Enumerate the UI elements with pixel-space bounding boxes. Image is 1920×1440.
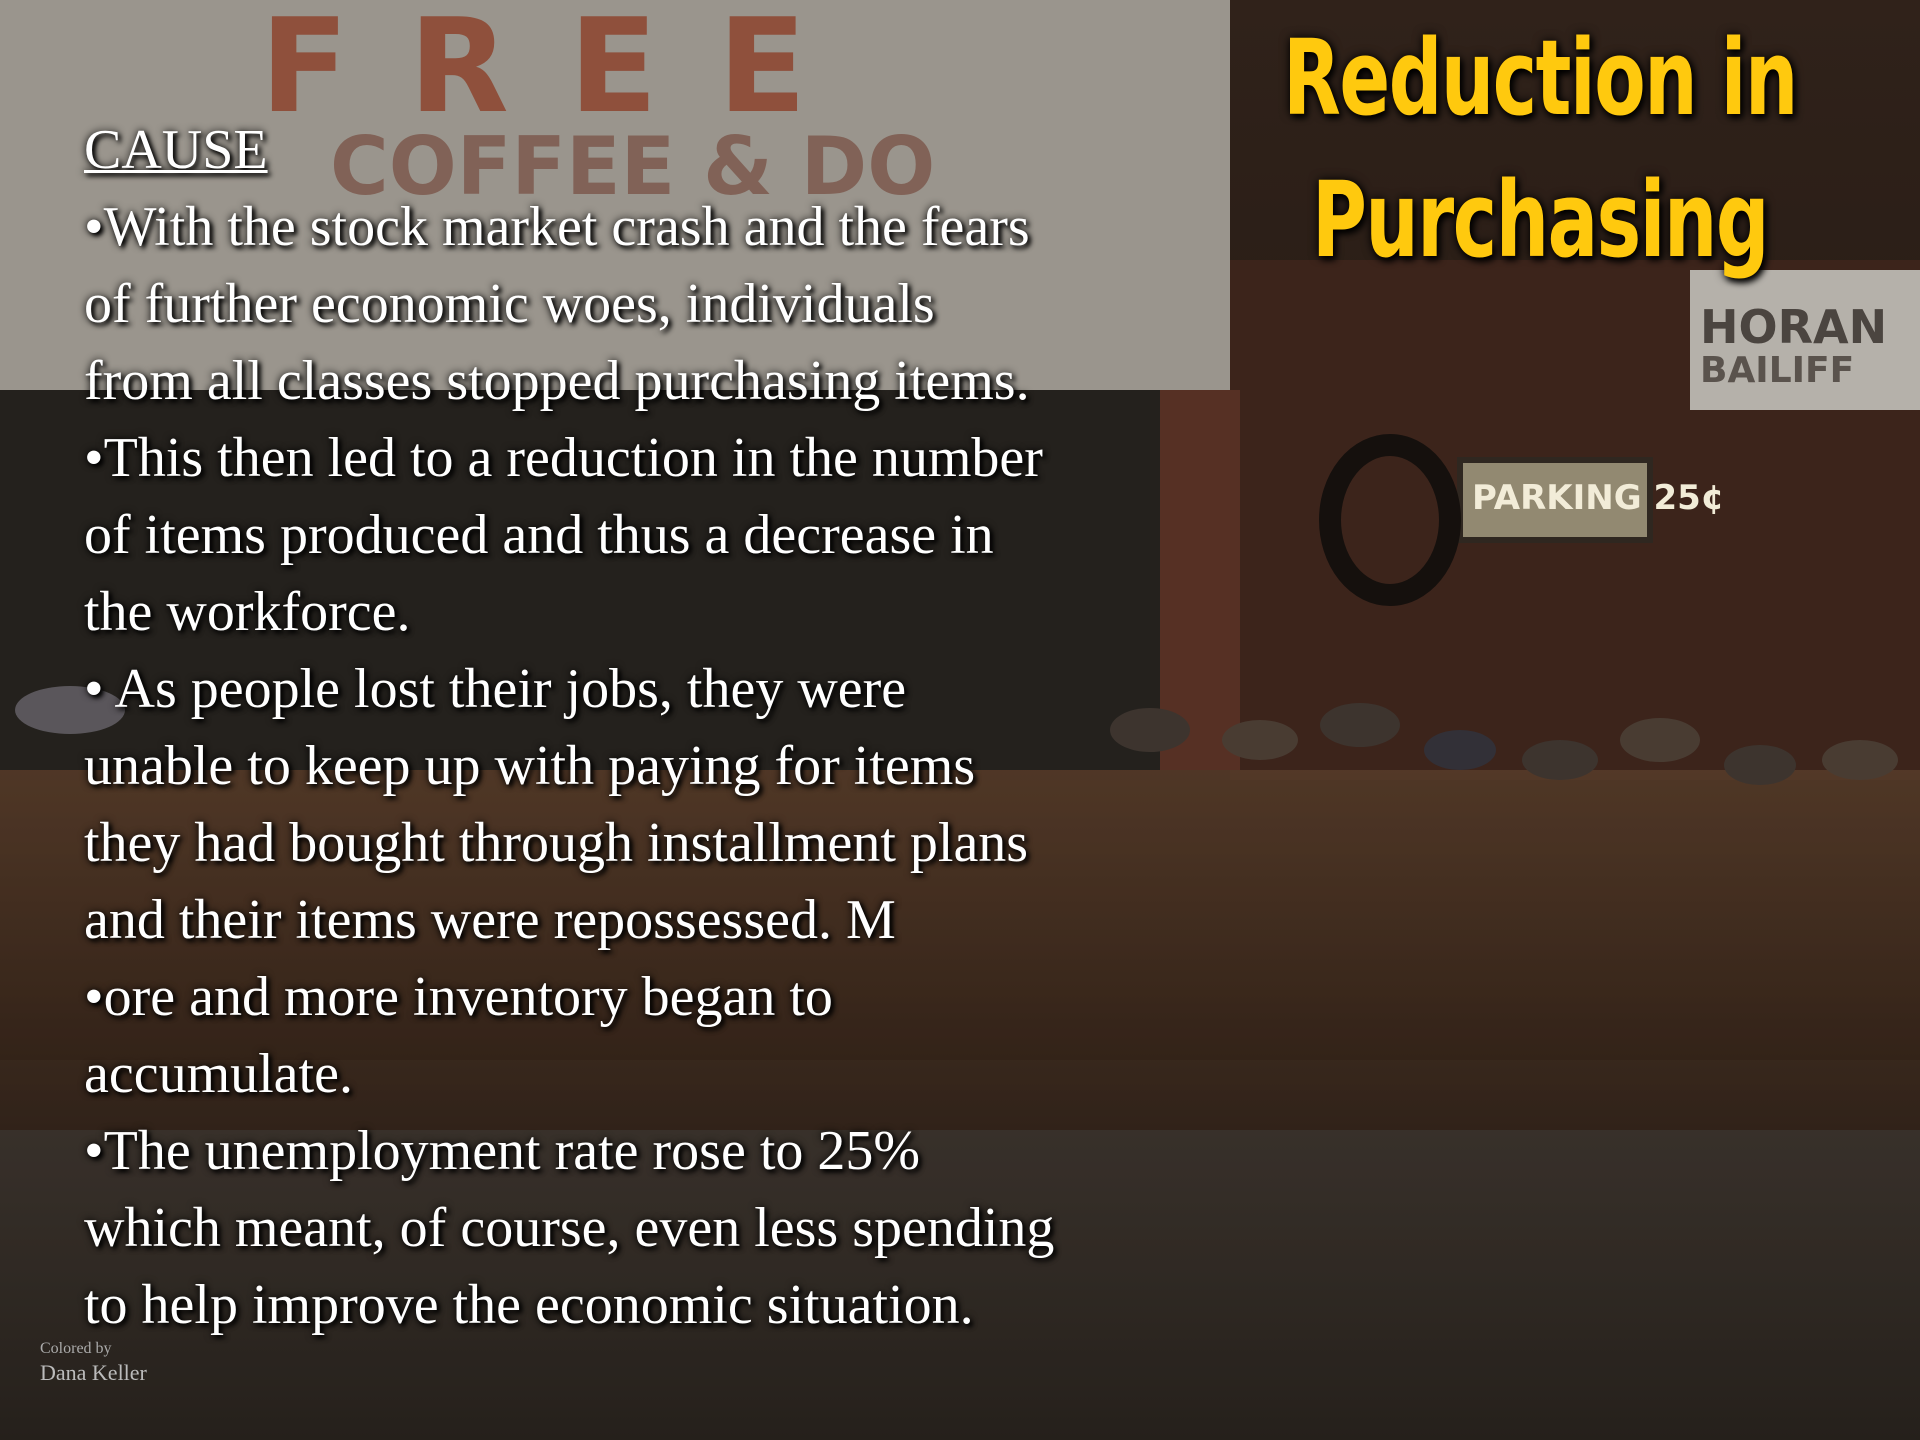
heading: CAUSE [84, 112, 1054, 189]
body-text: CAUSE •With the stock market crash and t… [84, 112, 1054, 1344]
body-line: •The unemployment rate rose to 25% [84, 1113, 1054, 1190]
body-line: • As people lost their jobs, they were [84, 651, 1054, 728]
slide-title: Purchasing [1259, 168, 1821, 272]
body-line: unable to keep up with paying for items [84, 728, 1054, 805]
body-line: of further economic woes, individuals [84, 266, 1054, 343]
body-line: accumulate. [84, 1036, 1054, 1113]
body-line: and their items were repossessed. M [84, 882, 1054, 959]
photo-sign-horan: HORAN [1700, 300, 1887, 354]
slide-title: Reduction in [1259, 26, 1821, 130]
body-line: they had bought through installment plan… [84, 805, 1054, 882]
body-line: •This then led to a reduction in the num… [84, 420, 1054, 497]
slide: FREE COFFEE & DO HORAN BAILIFF PARKING 2… [0, 0, 1920, 1440]
body-line: •ore and more inventory began to [84, 959, 1054, 1036]
body-line: from all classes stopped purchasing item… [84, 343, 1054, 420]
body-line: which meant, of course, even less spendi… [84, 1190, 1054, 1267]
photo-sign-parking: PARKING 25¢ [1472, 478, 1724, 518]
body-line: •With the stock market crash and the fea… [84, 189, 1054, 266]
photo-sign-bailiff: BAILIFF [1700, 350, 1854, 391]
body-line: of items produced and thus a decrease in [84, 497, 1054, 574]
body-line: to help improve the economic situation. [84, 1267, 1054, 1344]
photo-credit: Dana Keller [40, 1360, 147, 1386]
body-line: the workforce. [84, 574, 1054, 651]
